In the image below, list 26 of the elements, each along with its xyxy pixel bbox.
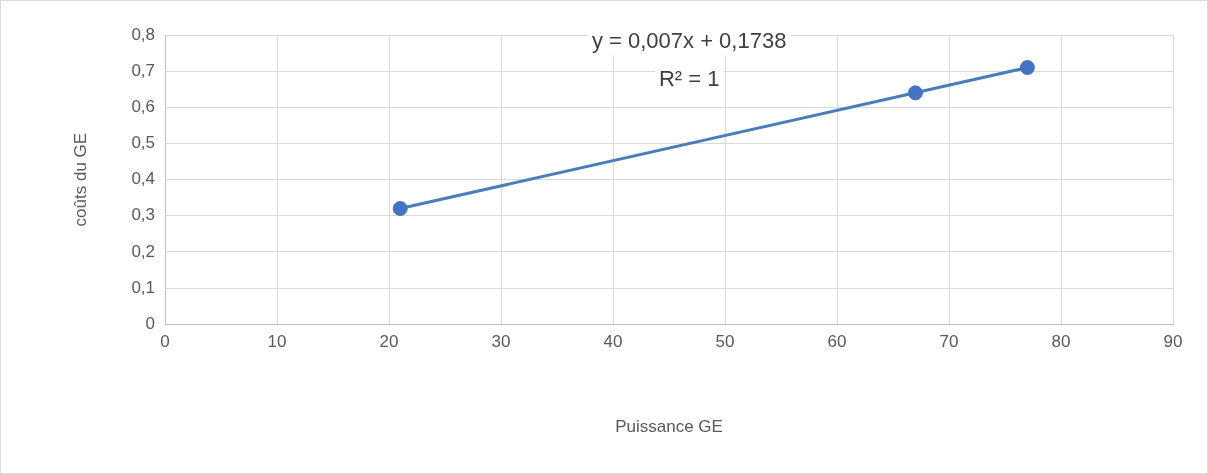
x-tick-label: 50 <box>715 332 735 352</box>
x-tick-label: 20 <box>379 332 399 352</box>
x-tick-label: 10 <box>267 332 287 352</box>
y-tick-label: 0,3 <box>131 205 156 225</box>
point <box>1019 60 1035 76</box>
y-tick-label: 0,4 <box>131 169 156 189</box>
x-tick-label: 80 <box>1051 332 1071 352</box>
point <box>392 201 408 217</box>
x-tick-label: 30 <box>491 332 511 352</box>
y-tick-label: 0,8 <box>131 24 156 44</box>
x-tick-label: 60 <box>827 332 847 352</box>
y-tick-label: 0 <box>145 313 156 333</box>
x-axis-title: Puissance GE <box>615 417 723 437</box>
y-tick-label: 0,7 <box>131 60 156 80</box>
x-tick-label: 90 <box>1163 332 1183 352</box>
annotation: y = 0,007x + 0,1738 <box>591 28 787 54</box>
x-tick-label: 40 <box>603 332 623 352</box>
y-tick-label: 0,6 <box>131 96 156 116</box>
y-tick-label: 0,5 <box>131 133 156 153</box>
y-tick-label: 0,2 <box>131 241 156 261</box>
point <box>907 85 923 101</box>
y-axis-title: coûts du GE <box>70 132 90 227</box>
x-tick-label: 70 <box>939 332 959 352</box>
y-tick-label: 0,1 <box>131 277 156 297</box>
annotation: R² = 1 <box>658 66 720 92</box>
x-tick-label: 0 <box>160 332 170 352</box>
